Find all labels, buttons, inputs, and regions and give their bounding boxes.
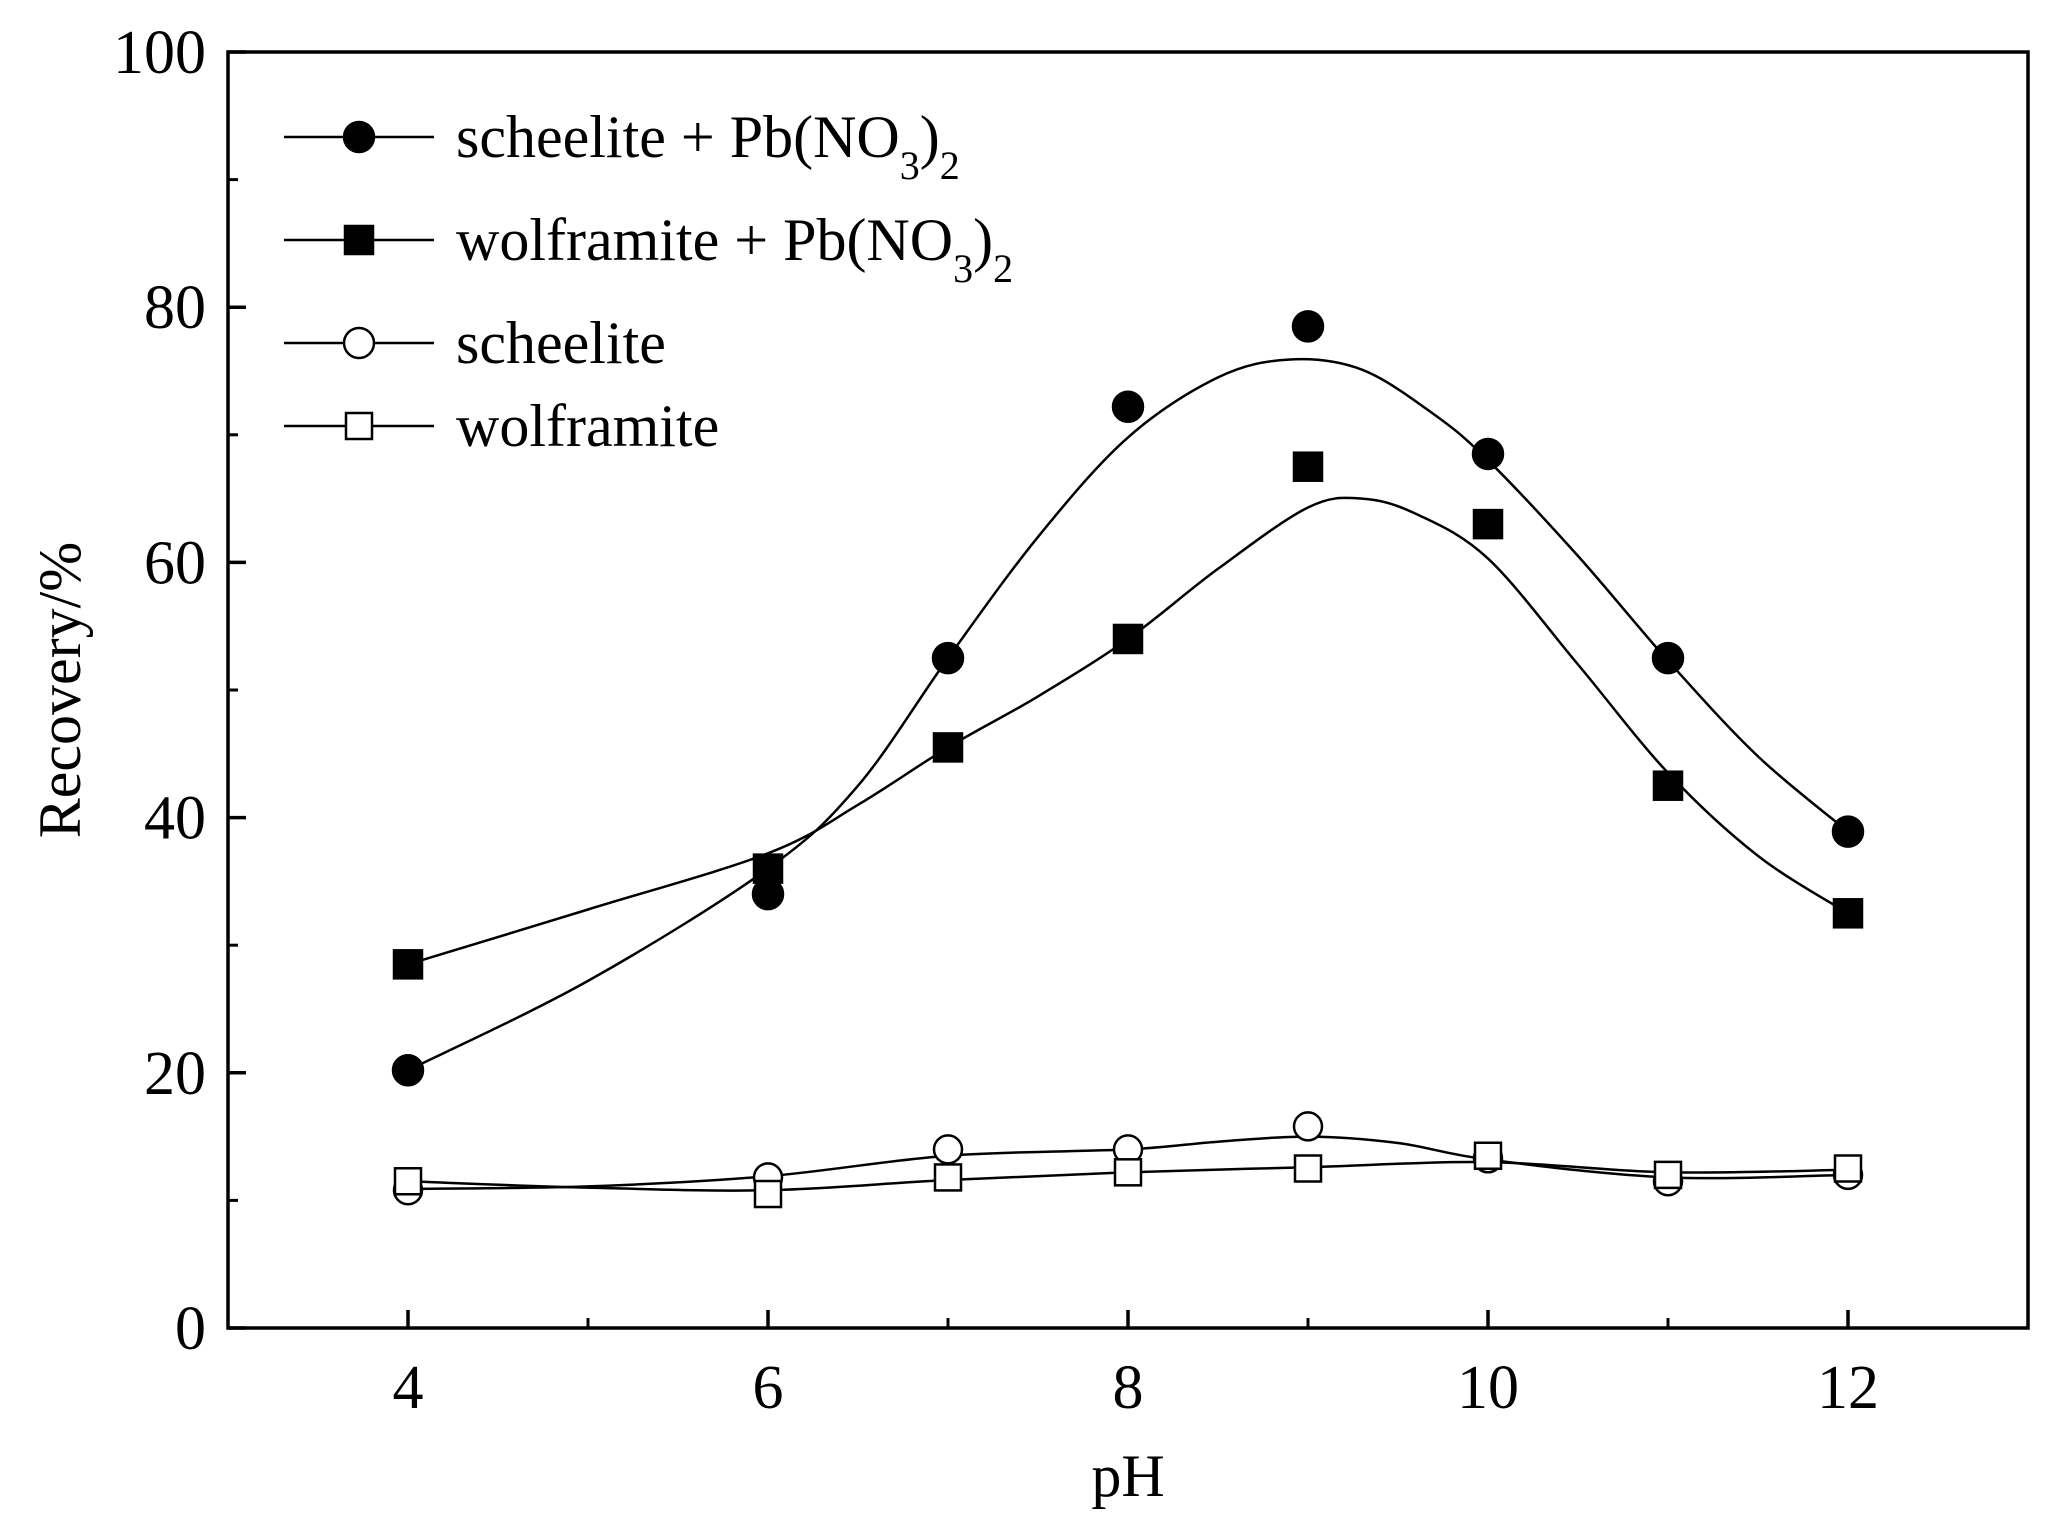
data-point-wolframite-pb (752, 853, 784, 884)
data-point-wolframite-pb (392, 949, 424, 980)
fit-curve (407, 1135, 1849, 1191)
fit-curve (407, 496, 1849, 966)
legend-marker-open-circle (342, 326, 376, 360)
y-tick-label: 40 (144, 785, 206, 853)
legend-entry-scheelite: scheelite (284, 310, 666, 376)
data-point-scheelite (932, 1134, 964, 1165)
x-tick-label: 4 (393, 1354, 424, 1422)
legend-marker-open-square (344, 411, 374, 441)
data-point-wolframite (1113, 1158, 1143, 1187)
data-point-wolframite-pb (932, 732, 964, 763)
legend-label: scheelite (456, 310, 666, 376)
y-tick-label: 0 (175, 1295, 206, 1363)
fit-curves (407, 357, 1849, 1192)
data-point-wolframite (753, 1179, 783, 1209)
legend-entry-wolframite-pb: wolframite + Pb(NO3)2 (284, 207, 1013, 291)
data-point-wolframite (1653, 1160, 1683, 1190)
data-point-wolframite (1293, 1154, 1323, 1183)
y-tick-label: 60 (144, 529, 206, 597)
data-point-scheelite-pb (391, 1053, 425, 1087)
x-tick-label: 8 (1113, 1354, 1144, 1422)
y-tick-label: 20 (144, 1040, 206, 1108)
data-point-wolframite-pb (1832, 898, 1864, 929)
data-point-wolframite (393, 1167, 423, 1196)
data-point-wolframite-pb (1112, 623, 1144, 655)
legend-marker-filled-square (343, 224, 375, 256)
y-tick-label: 80 (144, 274, 206, 342)
data-point-scheelite-pb (1651, 641, 1685, 675)
legend-entry-scheelite-pb: scheelite + Pb(NO3)2 (284, 104, 960, 188)
legend-label: wolframite (456, 393, 719, 459)
data-point-wolframite (1473, 1141, 1503, 1170)
x-tick-label: 6 (753, 1354, 784, 1422)
data-point-wolframite (1833, 1154, 1863, 1183)
data-markers (391, 310, 1865, 1209)
data-point-scheelite (1292, 1111, 1324, 1142)
data-point-wolframite (933, 1163, 963, 1192)
y-axis-title: Recovery/% (27, 542, 93, 839)
legend-label: wolframite + Pb(NO3)2 (456, 207, 1013, 291)
data-point-wolframite-pb (1652, 770, 1684, 801)
x-tick-label: 12 (1817, 1354, 1879, 1422)
data-point-wolframite-pb (1472, 508, 1504, 540)
data-point-scheelite-pb (1471, 437, 1505, 471)
legend-label: scheelite + Pb(NO3)2 (456, 104, 960, 188)
legend: scheelite + Pb(NO3)2 wolframite + Pb(NO3… (284, 104, 1013, 459)
y-tick-label: 100 (113, 19, 206, 87)
x-axis-title: pH (1091, 1443, 1164, 1509)
data-point-scheelite-pb (1831, 815, 1865, 848)
data-point-scheelite-pb (1111, 390, 1145, 423)
data-point-wolframite-pb (1292, 451, 1324, 482)
axis-ticks: 4 6 8 10 12 0 20 40 60 80 100 (113, 19, 1879, 1422)
legend-entry-wolframite: wolframite (284, 393, 719, 459)
x-tick-label: 10 (1457, 1354, 1519, 1422)
data-point-scheelite-pb (931, 641, 965, 675)
data-point-scheelite-pb (1291, 310, 1325, 343)
legend-marker-filled-circle (342, 120, 376, 154)
